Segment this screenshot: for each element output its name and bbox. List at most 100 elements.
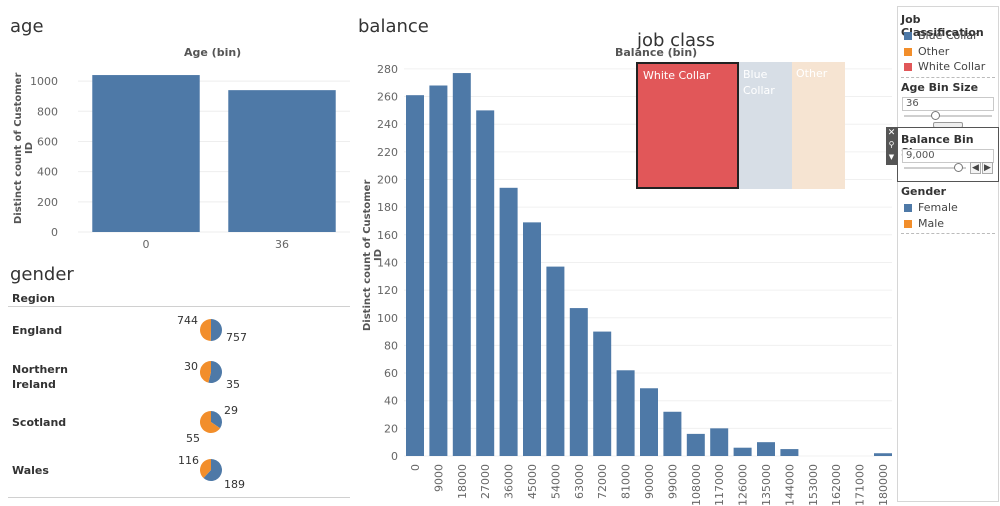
balance-chart[interactable]: 0 20 40 60 80 100 120 140 160 180 200 220 240 260 280 0… (374, 60, 894, 506)
legend-swatch-female (904, 203, 912, 212)
age-chart[interactable]: 0 200 400 600 800 1000 0 36 (28, 60, 354, 256)
balance-bar[interactable] (593, 331, 612, 456)
job-box-other[interactable]: Other (792, 62, 845, 189)
close-icon[interactable]: ✕ (887, 128, 896, 138)
legend-divider (901, 77, 995, 78)
balance-bar[interactable] (616, 370, 635, 456)
balance-y-tick-label: 120 (377, 284, 398, 297)
pie-slice-female[interactable] (203, 459, 222, 481)
balance-bin-size-input[interactable]: 9,000 (902, 149, 994, 163)
job-class-sheet-title: job class (637, 30, 715, 51)
gender-region-label: Wales (12, 464, 49, 477)
balance-x-tick-label: 126000 (737, 464, 750, 506)
gender-bottom-divider (8, 497, 350, 498)
gender-pie[interactable] (199, 410, 223, 434)
legend-item-male[interactable]: Male (904, 217, 944, 230)
age-bin-slider-track[interactable] (904, 115, 992, 117)
balance-y-tick-label: 100 (377, 312, 398, 325)
balance-y-tick-label: 20 (384, 422, 398, 435)
pie-label-male: 744 (177, 314, 198, 327)
balance-y-tick-label: 140 (377, 256, 398, 269)
balance-x-tick-label: 99000 (666, 464, 679, 499)
balance-bar[interactable] (499, 187, 518, 456)
gender-legend-title: Gender (901, 185, 947, 198)
pie-slice-male[interactable] (200, 411, 221, 433)
legend-item-female[interactable]: Female (904, 201, 958, 214)
legend-label-blue-collar: Blue Collar (918, 29, 978, 42)
job-box-blue-collar[interactable]: Blue Collar (739, 62, 792, 189)
balance-bar[interactable] (780, 449, 799, 456)
legend-label-other: Other (918, 45, 950, 58)
balance-y-tick-label: 60 (384, 367, 398, 380)
balance-bar[interactable] (523, 222, 541, 456)
pie-slice-female[interactable] (211, 411, 222, 429)
balance-bin-slider-thumb[interactable] (954, 163, 963, 172)
balance-x-tick-label: 36000 (503, 464, 516, 499)
pie-slice-female[interactable] (210, 319, 223, 341)
legend-item-blue-collar[interactable]: Blue Collar (904, 29, 978, 42)
balance-x-tick-label: 81000 (620, 464, 633, 499)
age-bin-slider-thumb[interactable] (931, 111, 940, 120)
balance-bar[interactable] (452, 73, 471, 457)
legend-label-white-collar: White Collar (918, 60, 986, 73)
age-bin-size-input[interactable]: 36 (902, 97, 994, 111)
pin-icon[interactable]: ⚲ (888, 140, 895, 149)
balance-bar[interactable] (476, 110, 495, 457)
balance-sheet-title: balance (358, 16, 429, 37)
balance-x-tick-label: 108000 (690, 464, 703, 506)
job-class-treemap[interactable]: White Collar Blue Collar Other (636, 62, 845, 189)
gender-pie[interactable] (199, 318, 223, 342)
pie-label-female: 35 (226, 378, 240, 391)
age-sheet-title: age (10, 16, 44, 37)
balance-bin-prev-button[interactable]: ◀ (970, 162, 981, 174)
job-box-white-collar[interactable]: White Collar (636, 62, 739, 189)
balance-x-tick-label: 144000 (783, 464, 796, 506)
legend-panel: Job Classification Blue Collar Other Whi… (897, 6, 999, 502)
balance-bar[interactable] (874, 453, 892, 456)
legend-swatch-blue-collar (904, 31, 912, 40)
pie-label-female: 757 (226, 331, 247, 344)
balance-x-tick-label: 45000 (526, 464, 539, 499)
balance-bar[interactable] (429, 85, 448, 456)
balance-bar[interactable] (663, 411, 682, 456)
dropdown-arrow-icon[interactable]: ▼ (888, 153, 895, 161)
card-toolbar: ✕ ⚲ ▼ (886, 127, 897, 165)
age-bin-size-title: Age Bin Size (901, 81, 979, 94)
balance-bar[interactable] (640, 388, 658, 456)
balance-y-tick-label: 40 (384, 395, 398, 408)
balance-bar[interactable] (686, 433, 705, 456)
balance-x-tick-label: 162000 (830, 464, 843, 506)
balance-bar[interactable] (406, 95, 424, 456)
balance-bar[interactable] (569, 308, 588, 456)
balance-bar[interactable] (757, 442, 775, 456)
pie-slice-male[interactable] (200, 361, 211, 383)
balance-bar[interactable] (733, 447, 752, 456)
balance-bin-slider-track[interactable] (904, 167, 966, 169)
pie-slice-male[interactable] (200, 319, 211, 341)
age-axis-header: Age (bin) (184, 46, 242, 59)
age-x-tick-label: 0 (143, 238, 150, 251)
balance-bar[interactable] (546, 266, 565, 456)
age-y-tick-label: 400 (37, 166, 58, 179)
age-x-tick-label: 36 (275, 238, 289, 251)
job-box-white-collar-label: White Collar (643, 69, 711, 82)
balance-x-tick-label: 171000 (854, 464, 867, 506)
age-bar[interactable] (92, 75, 200, 233)
balance-bar[interactable] (710, 428, 729, 456)
age-bar[interactable] (228, 90, 336, 233)
age-y-tick-label: 0 (51, 226, 58, 239)
legend-swatch-other (904, 47, 912, 56)
gender-pie[interactable] (199, 458, 223, 482)
legend-item-white-collar[interactable]: White Collar (904, 60, 985, 73)
job-box-blue-collar-label: Blue Collar (743, 68, 775, 97)
gender-region-label: Scotland (12, 416, 67, 429)
gender-pie[interactable] (199, 360, 223, 384)
pie-slice-female[interactable] (208, 361, 222, 383)
pie-slice-male[interactable] (200, 459, 211, 479)
balance-bin-next-button[interactable]: ▶ (982, 162, 993, 174)
pie-label-female: 29 (224, 404, 238, 417)
job-classification-legend-title: Job Classification (901, 13, 984, 39)
legend-item-other[interactable]: Other (904, 45, 949, 58)
balance-x-tick-label: 0 (409, 464, 422, 471)
gender-region-label: Northern Ireland (12, 363, 68, 391)
